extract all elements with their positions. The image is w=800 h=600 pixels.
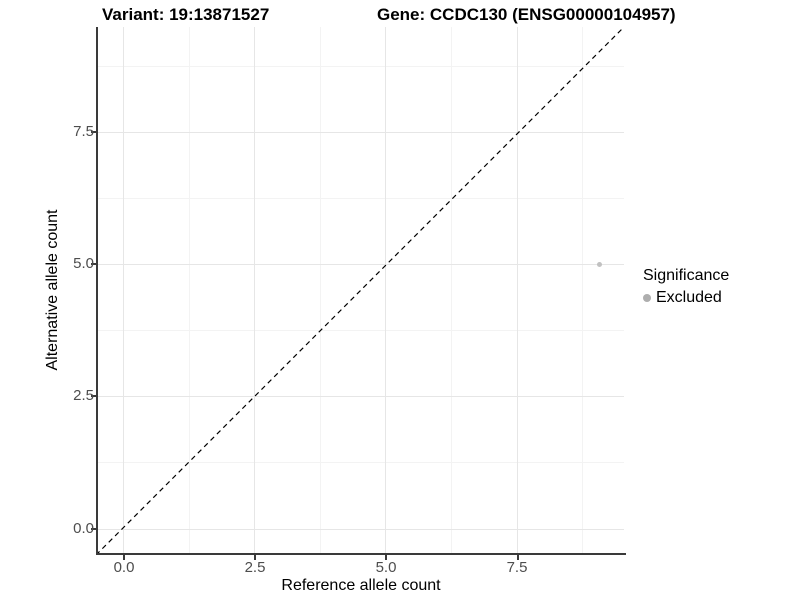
data-point-excluded <box>597 262 602 267</box>
y-axis-label: Alternative allele count <box>44 209 61 371</box>
y-tick-label: 5.0 <box>73 255 94 272</box>
y-tick-label: 2.5 <box>73 387 94 404</box>
identity-dashed-line <box>98 27 624 553</box>
plot-panel <box>98 27 624 553</box>
gridline-major <box>98 396 624 397</box>
gridline-minor <box>451 27 452 553</box>
gridline-minor <box>98 66 624 67</box>
y-tick-label: 7.5 <box>73 123 94 140</box>
legend-item-excluded: Excluded <box>643 288 729 308</box>
gridline-major <box>517 27 518 553</box>
plot-title-variant: Variant: 19:13871527 <box>102 5 270 24</box>
gridline-major <box>98 132 624 133</box>
x-tick-mark <box>385 555 387 560</box>
gridline-major <box>123 27 124 553</box>
gridline-minor <box>98 198 624 199</box>
legend-item-label: Excluded <box>656 289 722 306</box>
legend-key-circle-icon <box>643 294 651 302</box>
x-tick-label: 5.0 <box>375 559 397 576</box>
x-tick-label: 7.5 <box>506 559 528 576</box>
legend-title: Significance <box>643 267 730 284</box>
gridline-minor <box>582 27 583 553</box>
y-tick-mark <box>91 395 96 397</box>
y-tick-mark <box>91 528 96 530</box>
gridline-major <box>254 27 255 553</box>
gridline-major <box>98 529 624 530</box>
x-tick-mark <box>123 555 125 560</box>
x-axis-line <box>96 553 626 555</box>
x-tick-label: 0.0 <box>113 559 135 576</box>
gridline-minor <box>98 462 624 463</box>
y-axis-line <box>96 27 98 555</box>
gridline-major <box>98 264 624 265</box>
y-tick-mark <box>91 263 96 265</box>
plot-title-gene: Gene: CCDC130 (ENSG00000104957) <box>377 5 676 24</box>
x-tick-mark <box>254 555 256 560</box>
y-tick-mark <box>91 131 96 133</box>
gridline-major <box>385 27 386 553</box>
x-tick-label: 2.5 <box>244 559 266 576</box>
gridline-minor <box>320 27 321 553</box>
gridline-minor <box>189 27 190 553</box>
y-tick-label: 0.0 <box>73 520 94 537</box>
x-tick-mark <box>517 555 519 560</box>
x-axis-label: Reference allele count <box>281 577 441 594</box>
gridline-minor <box>98 330 624 331</box>
legend-significance: Significance Excluded <box>643 266 729 308</box>
